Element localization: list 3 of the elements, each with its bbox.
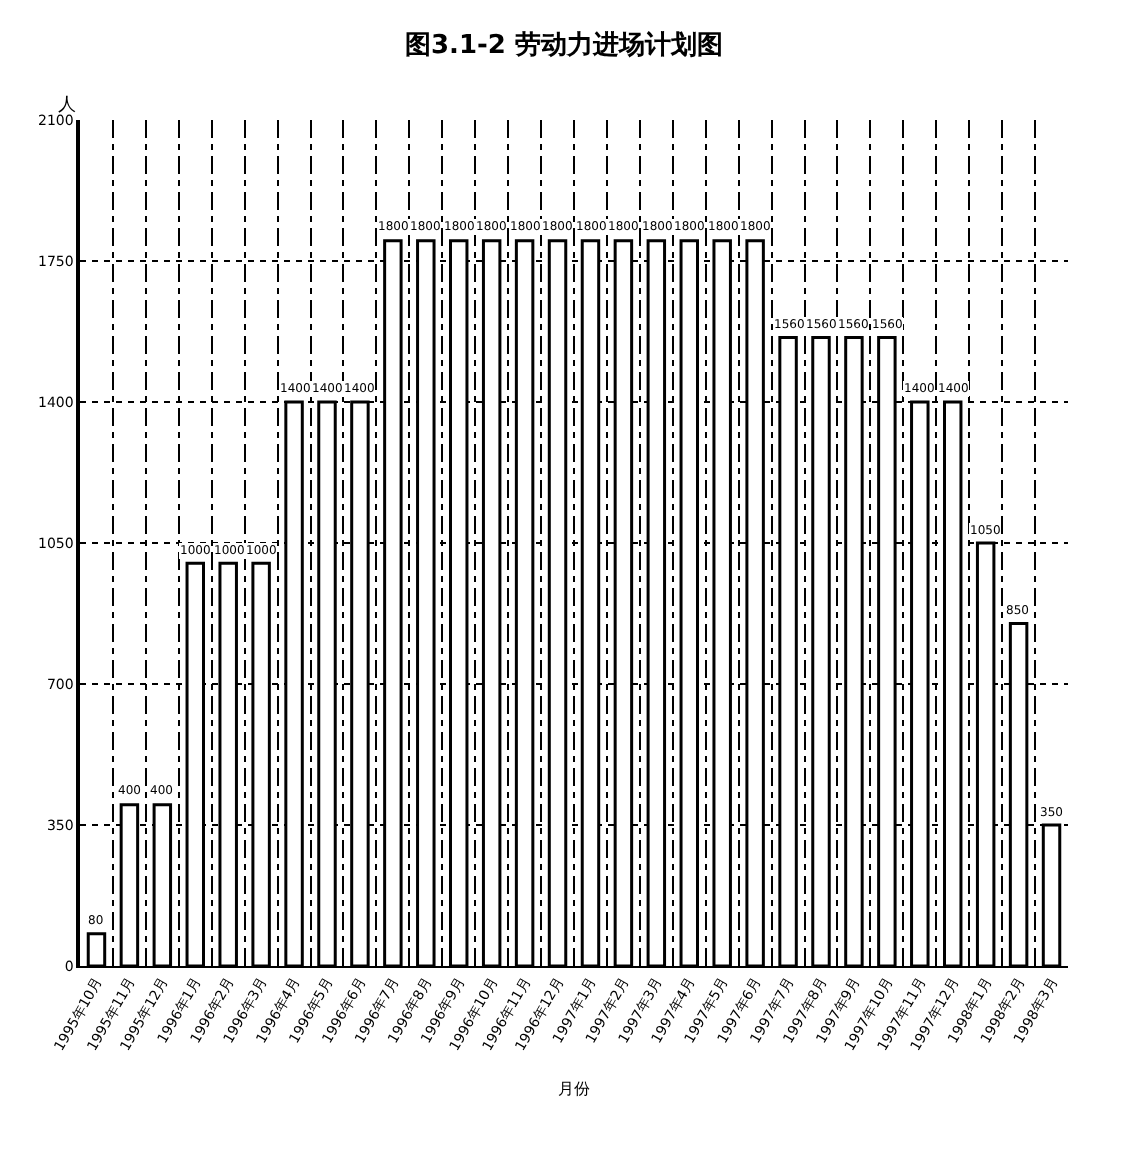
- chart-title: 图3.1-2 劳动力进场计划图: [405, 30, 723, 61]
- y-axis-title: 人: [58, 94, 76, 116]
- x-axis-title: 月份: [558, 1080, 590, 1099]
